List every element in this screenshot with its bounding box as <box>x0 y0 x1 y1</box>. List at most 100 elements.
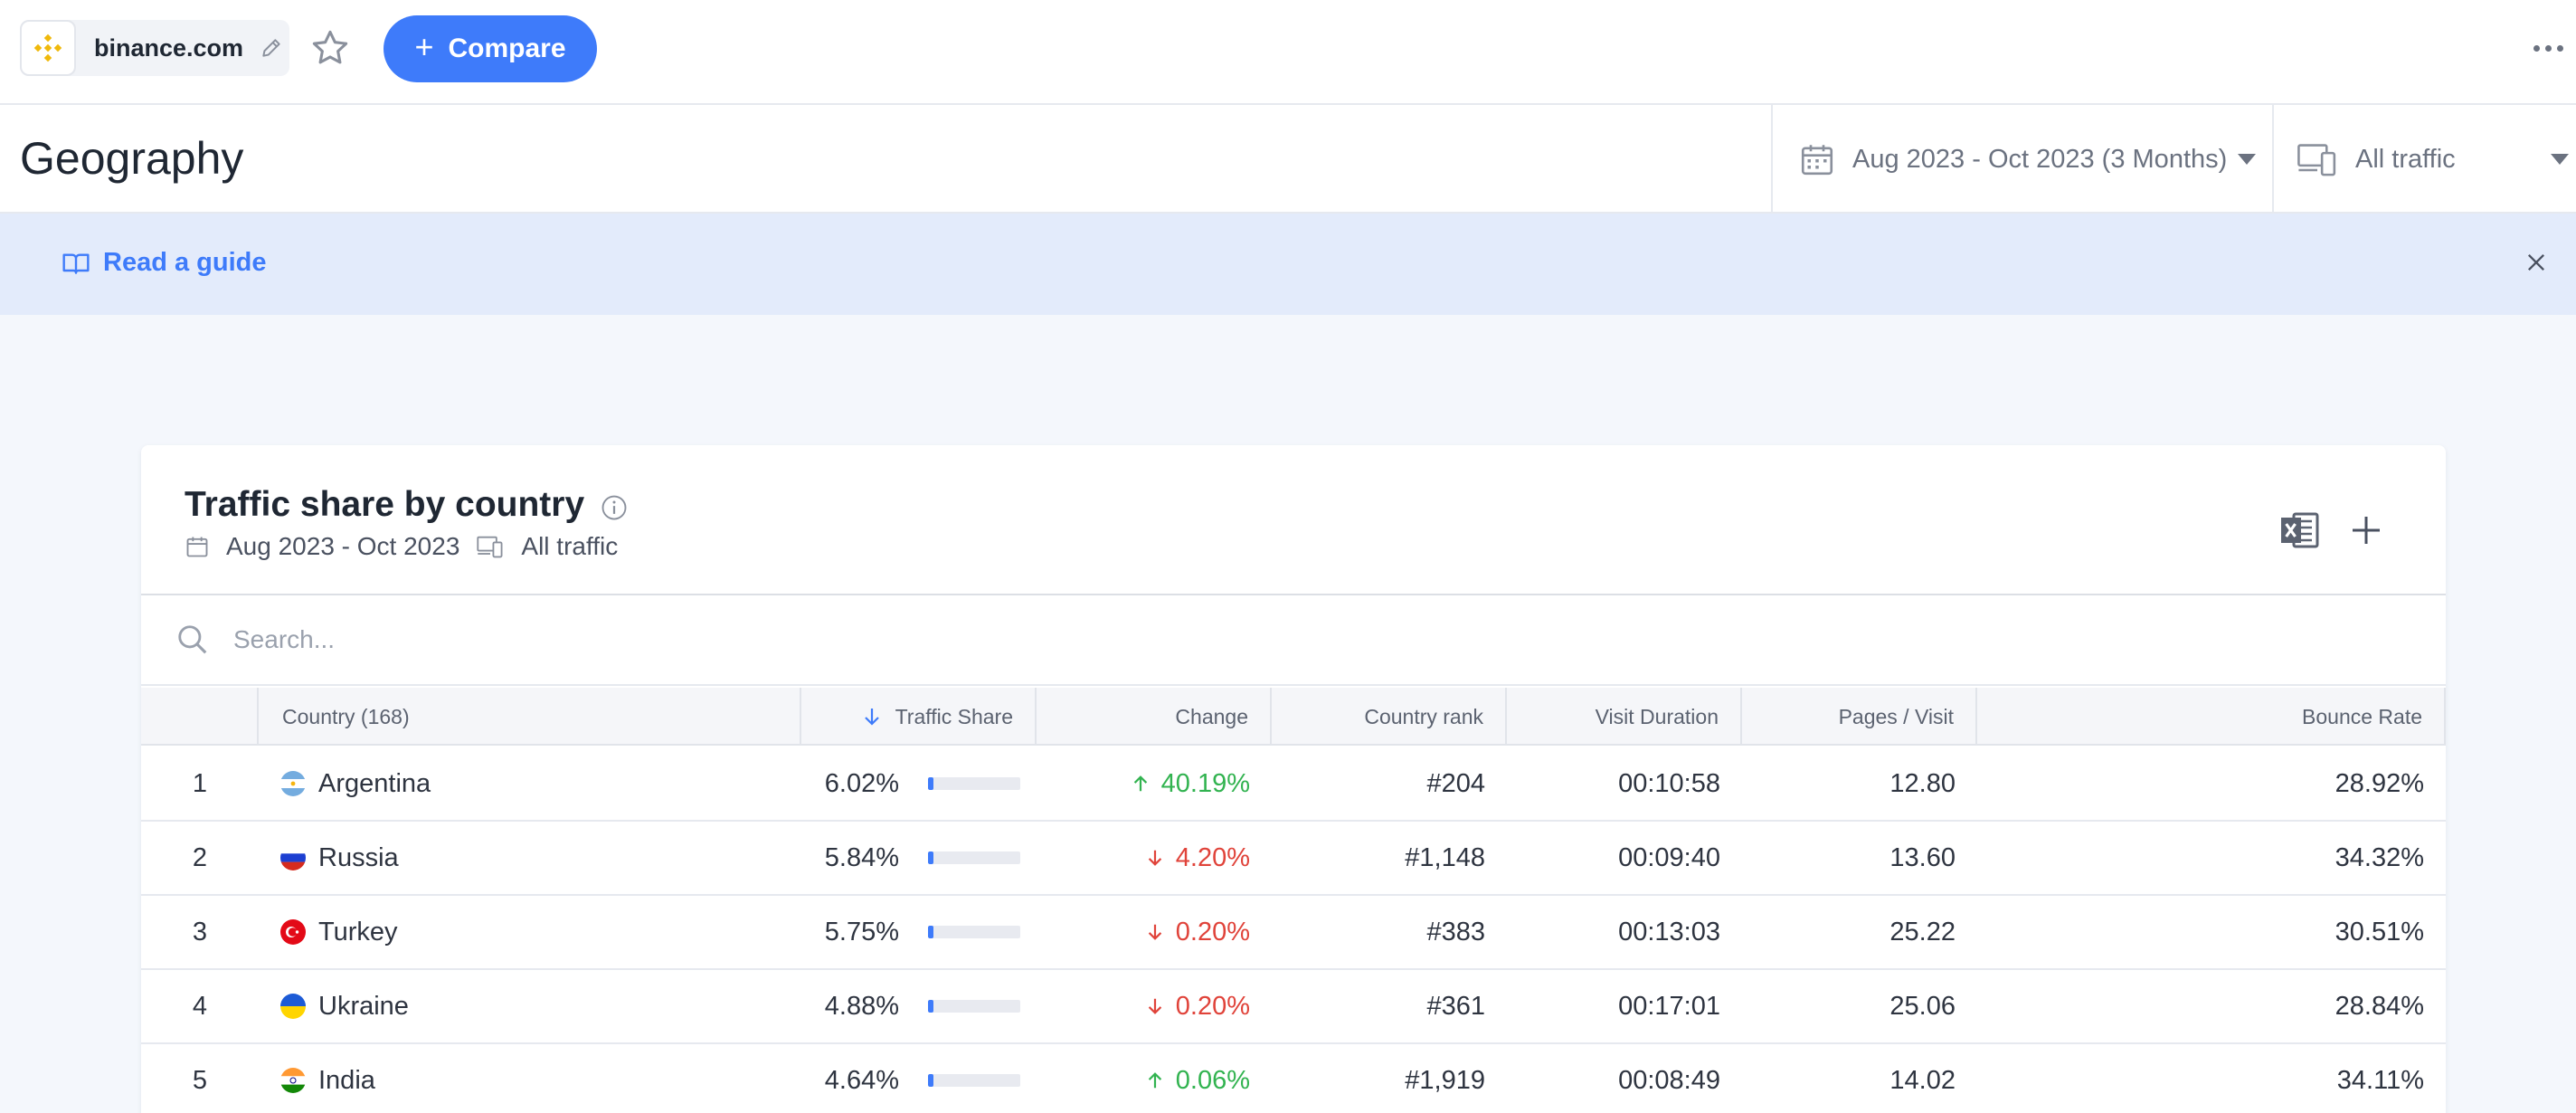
change-indicator: 4.20% <box>1145 843 1250 873</box>
guide-banner: Read a guide <box>0 214 2576 315</box>
site-selector[interactable]: binance.com <box>20 20 289 76</box>
table-row[interactable]: 5 India 4.64% 0.06% #1,919 00:08:49 14.02 34.11… <box>141 1044 2446 1113</box>
excel-export-icon[interactable] <box>2278 509 2321 556</box>
change-indicator: 0.20% <box>1145 992 1250 1022</box>
country-rank-value: #204 <box>1426 768 1485 798</box>
visit-duration-value: 00:10:58 <box>1618 768 1720 798</box>
pages-visit-value: 25.22 <box>1889 917 1956 947</box>
date-range-filter[interactable]: Aug 2023 - Oct 2023 (3 Months) <box>1771 105 2272 214</box>
traffic-type-filter[interactable]: All traffic <box>2272 105 2576 214</box>
bounce-rate-value: 34.32% <box>2334 842 2424 872</box>
traffic-share-cell: 5.75% <box>801 896 1033 968</box>
arrow-up-icon <box>1145 1070 1165 1091</box>
row-rank: 2 <box>192 842 208 872</box>
change-indicator: 0.20% <box>1145 918 1250 947</box>
bounce-rate-column-header[interactable]: Bounce Rate <box>1977 688 2446 746</box>
traffic-share-bar-fill <box>928 1074 934 1087</box>
change-value: 0.06% <box>1175 1065 1250 1095</box>
country-cell[interactable]: Russia <box>280 822 787 894</box>
country-cell[interactable]: Ukraine <box>280 970 787 1042</box>
read-guide-label: Read a guide <box>103 248 267 277</box>
country-name: India <box>318 1065 375 1095</box>
traffic-share-card: Traffic share by country Aug 2023 - Oct … <box>141 445 2446 1113</box>
close-icon[interactable] <box>2524 250 2549 280</box>
change-cell: 0.20% <box>1037 970 1250 1042</box>
pages-visit-value: 13.60 <box>1889 842 1956 872</box>
arrow-down-icon <box>1145 995 1165 1017</box>
bounce-rate-column-label: Bounce Rate <box>2302 704 2422 728</box>
calendar-icon <box>1798 140 1836 178</box>
search-icon <box>175 623 210 657</box>
table-row[interactable]: 4 Ukraine 4.88% 0.20% #361 00:17:01 25.06 28.84… <box>141 970 2446 1044</box>
plus-icon: + <box>414 28 434 65</box>
india-flag-icon <box>280 1068 306 1093</box>
traffic-share-column-label: Traffic Share <box>895 704 1013 728</box>
country-cell[interactable]: Argentina <box>280 747 787 820</box>
rank-column-header <box>141 688 259 746</box>
card-title-text: Traffic share by country <box>185 485 585 524</box>
table-row[interactable]: 3 Turkey 5.75% 0.20% #383 00:13:03 25.22 30.51% <box>141 896 2446 970</box>
search-row <box>141 595 2446 686</box>
country-name: Argentina <box>318 768 431 798</box>
country-rank-column-header[interactable]: Country rank <box>1272 688 1507 746</box>
devices-icon <box>476 534 505 559</box>
row-rank: 3 <box>192 917 208 947</box>
compare-button[interactable]: + Compare <box>384 15 597 82</box>
visit-duration-column-header[interactable]: Visit Duration <box>1507 688 1742 746</box>
change-value: 40.19% <box>1160 768 1250 798</box>
traffic-share-cell: 5.84% <box>801 822 1033 894</box>
page-title: Geography <box>20 133 244 184</box>
arrow-down-icon <box>1145 921 1165 943</box>
traffic-share-value: 4.88% <box>824 991 899 1021</box>
visit-duration-value: 00:09:40 <box>1618 842 1720 872</box>
country-rank-value: #1,919 <box>1405 1065 1485 1095</box>
country-rank-value: #1,148 <box>1405 842 1485 872</box>
change-column-header[interactable]: Change <box>1037 688 1272 746</box>
ukraine-flag-icon <box>280 994 306 1019</box>
compare-label: Compare <box>448 33 566 63</box>
star-icon[interactable] <box>309 27 351 73</box>
traffic-share-bar-fill <box>928 851 934 864</box>
traffic-share-value: 5.75% <box>824 917 899 947</box>
traffic-share-cell: 6.02% <box>801 747 1033 820</box>
arrow-up-icon <box>1131 773 1151 794</box>
traffic-share-column-header[interactable]: Traffic Share <box>801 688 1037 746</box>
binance-logo-icon <box>20 20 76 76</box>
change-indicator: 0.06% <box>1145 1066 1250 1096</box>
divider <box>141 594 2446 595</box>
traffic-share-bar <box>928 777 1020 790</box>
visit-duration-value: 00:17:01 <box>1618 991 1720 1021</box>
pages-visit-column-header[interactable]: Pages / Visit <box>1742 688 1977 746</box>
table-row[interactable]: 2 Russia 5.84% 4.20% #1,148 00:09:40 13.60 34.3… <box>141 822 2446 896</box>
pages-visit-value: 14.02 <box>1889 1065 1956 1095</box>
pencil-icon[interactable] <box>260 36 283 60</box>
read-guide-link[interactable]: Read a guide <box>62 248 267 278</box>
bounce-rate-value: 30.51% <box>2334 917 2424 947</box>
traffic-share-value: 4.64% <box>824 1065 899 1095</box>
pages-visit-column-label: Pages / Visit <box>1838 704 1954 728</box>
row-rank: 4 <box>192 991 208 1021</box>
bounce-rate-value: 28.92% <box>2334 768 2424 798</box>
date-range-label: Aug 2023 - Oct 2023 (3 Months) <box>1852 144 2228 174</box>
row-rank: 1 <box>192 768 208 798</box>
russia-flag-icon <box>280 845 306 870</box>
row-rank: 5 <box>192 1065 208 1095</box>
country-column-header[interactable]: Country (168) <box>259 688 801 746</box>
country-name: Turkey <box>318 917 398 947</box>
card-title: Traffic share by country <box>185 485 628 525</box>
country-cell[interactable]: India <box>280 1044 787 1113</box>
add-to-dashboard-icon[interactable] <box>2348 512 2384 553</box>
change-value: 0.20% <box>1175 917 1250 947</box>
info-icon[interactable] <box>601 494 628 521</box>
country-cell[interactable]: Turkey <box>280 896 787 968</box>
country-column-label: Country (168) <box>282 704 410 728</box>
more-options-icon[interactable] <box>2533 45 2563 52</box>
search-input[interactable] <box>233 625 1861 654</box>
card-subtitle: Aug 2023 - Oct 2023 All traffic <box>185 532 618 561</box>
arrow-down-icon <box>1145 847 1165 869</box>
change-cell: 0.20% <box>1037 896 1250 968</box>
visit-duration-column-label: Visit Duration <box>1595 704 1719 728</box>
devices-icon <box>2296 140 2339 178</box>
table-row[interactable]: 1 Argentina 6.02% 40.19% #204 00:10:58 12.80 28… <box>141 747 2446 822</box>
card-date-range: Aug 2023 - Oct 2023 <box>226 532 460 560</box>
